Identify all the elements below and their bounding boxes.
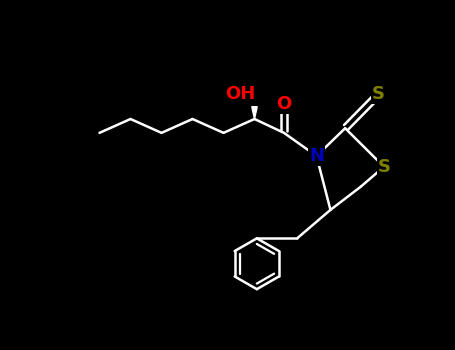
Text: S: S [378,158,390,176]
Text: N: N [309,147,324,165]
Polygon shape [252,107,257,119]
Text: OH: OH [225,85,256,103]
Text: O: O [276,94,292,113]
Text: S: S [372,85,385,103]
